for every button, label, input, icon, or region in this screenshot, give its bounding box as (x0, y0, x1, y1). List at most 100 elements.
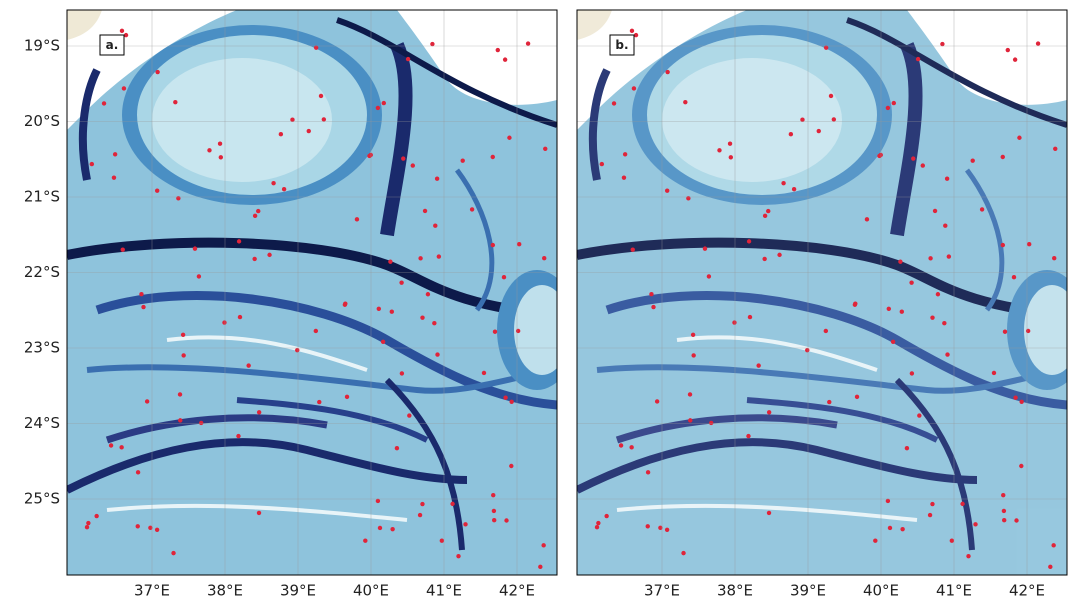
lat-label: 25°S (24, 490, 60, 508)
drifter (979, 207, 985, 212)
drifter (930, 501, 935, 507)
drifter (432, 320, 437, 326)
drifter (405, 56, 411, 62)
drifter (381, 100, 386, 106)
drifter (509, 399, 514, 404)
drifter (418, 256, 423, 261)
drifter (525, 41, 531, 46)
drifter (827, 399, 832, 405)
drifter (885, 498, 891, 504)
drifter (119, 445, 124, 450)
drifter (492, 517, 497, 523)
drifter (434, 176, 440, 181)
drifter (271, 180, 276, 186)
drifter (504, 518, 509, 523)
drifter (344, 394, 350, 400)
drifter (1002, 329, 1008, 334)
drifter (256, 410, 262, 415)
drifter (313, 328, 319, 334)
drifter (154, 527, 160, 532)
lat-label: 23°S (24, 339, 60, 357)
drifter (119, 28, 125, 34)
drifter (664, 527, 670, 532)
drifter (917, 413, 922, 418)
drifter (691, 353, 696, 358)
drifter (435, 352, 440, 357)
drifter (940, 41, 945, 47)
drifter (629, 28, 635, 34)
drifter (246, 363, 251, 368)
drifter (108, 443, 114, 448)
drifter (762, 256, 767, 262)
drifter (898, 259, 903, 264)
drifter (456, 553, 461, 559)
drifter (966, 553, 971, 559)
drifter (318, 93, 324, 99)
drifter (928, 256, 933, 261)
drifter (909, 280, 914, 285)
drifter (155, 69, 160, 75)
drifter (401, 156, 406, 161)
drifter (944, 176, 950, 181)
drifter (970, 158, 975, 163)
drifter (433, 223, 438, 228)
drifter (943, 223, 948, 228)
drifter (89, 161, 95, 167)
drifter (1019, 399, 1024, 404)
drifter (927, 512, 933, 518)
drifter (503, 395, 508, 400)
drifter (430, 41, 435, 47)
drifter (375, 498, 381, 504)
drifter (377, 525, 383, 531)
drifter (594, 525, 600, 530)
drifter (218, 155, 224, 160)
drifter (181, 353, 186, 358)
drifter (1025, 328, 1031, 334)
drifter (256, 510, 262, 516)
drifter (490, 242, 496, 248)
lon-label: 37°E (644, 582, 680, 600)
drifter (420, 501, 425, 507)
drifter (690, 332, 696, 337)
lon-label: 38°E (717, 582, 753, 600)
drifter (509, 463, 514, 469)
lon-label: 42°E (1009, 582, 1045, 600)
drifter (278, 131, 284, 137)
drifter (683, 99, 688, 105)
lon-label: 40°E (863, 582, 899, 600)
drifter (945, 352, 950, 357)
drifter (904, 445, 910, 451)
drifter (380, 339, 386, 345)
drifter (645, 524, 650, 529)
panel-label: a. (106, 38, 119, 52)
drifter (732, 320, 737, 325)
drifter (708, 420, 714, 426)
drifter (681, 550, 686, 556)
drifter (236, 239, 242, 244)
drifter (890, 339, 896, 345)
drifter (915, 56, 921, 62)
drifter (791, 187, 797, 192)
drifter (899, 309, 905, 314)
lat-label: 24°S (24, 414, 60, 432)
drifter (816, 128, 821, 134)
drifter (645, 470, 651, 475)
drifter (154, 188, 160, 193)
drifter (111, 175, 117, 180)
drifter (873, 538, 878, 543)
drifter (853, 301, 858, 306)
drifter (394, 445, 400, 451)
drifter (321, 117, 327, 122)
lon-label: 38°E (207, 582, 243, 600)
lat-label: 21°S (24, 188, 60, 206)
drifter (651, 304, 656, 310)
drifter (410, 163, 415, 168)
drifter (932, 208, 938, 214)
drifter (900, 526, 905, 532)
drifter (756, 363, 761, 368)
drifter (491, 492, 496, 498)
drifter (490, 154, 495, 160)
drifter (909, 371, 915, 376)
frame-b (576, 9, 1068, 576)
drifter (828, 93, 834, 99)
